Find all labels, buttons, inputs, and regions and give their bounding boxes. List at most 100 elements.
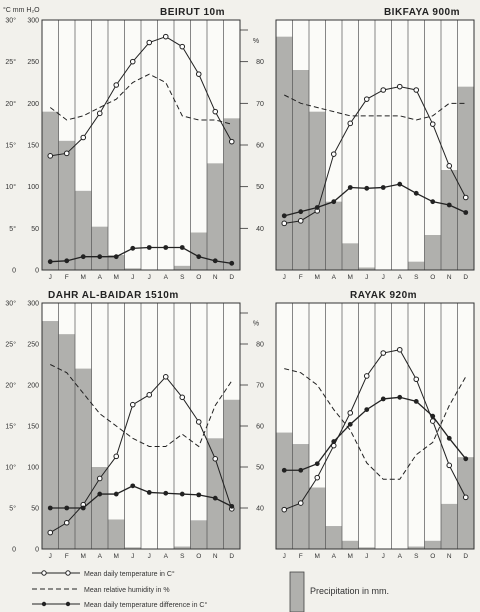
units-header: °C mm H₂O <box>3 6 40 14</box>
chart-title: DAHR AL-BAIDAR 1510m <box>48 290 179 301</box>
precip-bar-feb <box>58 334 75 549</box>
month-label-apr: A <box>98 553 103 560</box>
difference-point-oct <box>430 199 436 205</box>
temperature-point-apr <box>96 475 103 482</box>
temperature-point-feb <box>63 519 70 526</box>
difference-point-feb <box>64 258 70 264</box>
difference-line <box>50 485 233 509</box>
precip-bar-feb <box>292 444 309 549</box>
month-label-sep: S <box>180 274 185 281</box>
temperature-point-jan <box>47 153 54 159</box>
humidity-line <box>49 73 232 125</box>
precip-bar-oct <box>424 235 441 270</box>
legend-temperature-marker <box>41 570 47 576</box>
legend-precipitation-label: Precipitation in mm. <box>310 586 389 596</box>
temperature-line <box>284 86 467 224</box>
month-label-may: M <box>348 274 353 281</box>
month-label-sep: S <box>180 553 185 560</box>
month-label-dec: D <box>463 274 468 281</box>
plot-frame <box>275 302 475 550</box>
temperature-point-sep <box>179 394 186 401</box>
precip-bar-may <box>108 255 125 270</box>
temperature-point-sep <box>179 43 186 50</box>
month-label-dec: D <box>463 553 468 560</box>
precip-bar-apr <box>325 526 342 549</box>
month-label-sep: S <box>414 274 419 281</box>
difference-point-nov <box>446 202 452 208</box>
temp-tick-label: 25° <box>5 58 16 66</box>
difference-point-may <box>347 421 353 427</box>
precip-bar-jun <box>358 547 375 549</box>
difference-line <box>50 246 232 264</box>
difference-point-sep <box>413 190 419 196</box>
precip-bar-jan <box>42 321 59 549</box>
difference-point-jun <box>130 483 136 489</box>
temp-tick-label: 30° <box>5 300 16 308</box>
humidity-line <box>284 368 467 480</box>
month-label-oct: O <box>430 553 435 560</box>
difference-point-jan <box>47 505 53 511</box>
precip-tick-label: 200 <box>27 101 39 108</box>
precip-bar-jan <box>276 432 293 549</box>
month-label-may: M <box>114 553 119 560</box>
humidity-tick-label: 80 <box>256 59 264 66</box>
precip-bar-nov <box>441 170 458 270</box>
month-label-mar: M <box>315 553 320 560</box>
legend-temperature-marker <box>65 570 71 576</box>
month-label-oct: O <box>196 274 201 281</box>
temp-tick-label: 5° <box>9 225 16 233</box>
humidity-tick-label: 60 <box>256 424 264 431</box>
month-label-sep: S <box>414 553 419 560</box>
precip-tick-label: 200 <box>27 383 39 390</box>
precip-bar-nov <box>441 503 458 549</box>
legend-difference-label: Mean daily temperature difference in C° <box>84 601 207 609</box>
difference-point-sep <box>179 245 185 250</box>
precip-tick-label: 300 <box>27 18 39 25</box>
precip-tick-label: 100 <box>27 465 39 472</box>
temperature-line <box>284 349 467 511</box>
temperature-point-mar <box>314 474 321 481</box>
precip-bar-oct <box>190 232 207 270</box>
humidity-line <box>284 94 466 121</box>
precip-bar-sep <box>174 546 191 549</box>
temperature-point-jan <box>281 220 288 227</box>
precip-tick-label: 250 <box>27 342 39 349</box>
temperature-point-jun <box>129 401 136 408</box>
temperature-point-apr <box>96 110 103 117</box>
temperature-point-dec <box>462 494 469 501</box>
precip-bar-sep <box>174 265 191 270</box>
chart-panel: BEIRUT 10m J F M A M J J A S O N D 0 0 5° 50 10° 100 15° 150… <box>5 4 264 281</box>
precip-bar-oct <box>190 520 207 549</box>
month-label-jan: J <box>49 553 52 560</box>
plot-frame <box>275 19 475 271</box>
month-label-mar: M <box>315 274 320 281</box>
difference-point-oct <box>196 254 202 260</box>
difference-point-jun <box>130 245 136 251</box>
month-label-apr: A <box>332 553 337 560</box>
month-label-may: M <box>348 553 353 560</box>
difference-point-dec <box>229 503 235 509</box>
difference-point-aug <box>397 394 403 400</box>
temp-tick-label: 15° <box>5 423 16 431</box>
difference-point-jul <box>380 185 386 190</box>
temperature-point-feb <box>297 500 304 506</box>
temperature-point-jan <box>281 506 288 513</box>
temp-tick-label: 0 <box>12 268 16 275</box>
difference-point-jan <box>47 259 53 265</box>
precip-bar-jun <box>124 268 141 270</box>
month-label-nov: N <box>213 553 218 560</box>
month-label-jan: J <box>283 553 286 560</box>
humidity-tick-label: 70 <box>256 383 264 390</box>
precip-tick-label: 300 <box>27 301 39 308</box>
temperature-point-may <box>113 82 120 88</box>
difference-point-may <box>113 491 119 497</box>
temperature-point-dec <box>228 138 235 145</box>
precip-tick-label: 0 <box>35 268 39 275</box>
temperature-point-jun <box>129 58 136 65</box>
temp-tick-label: 15° <box>5 142 16 150</box>
precip-bar-sep <box>408 546 425 549</box>
humidity-tick-label: 80 <box>256 342 264 349</box>
precip-bar-may <box>342 243 359 270</box>
temp-tick-label: 10° <box>5 183 16 191</box>
